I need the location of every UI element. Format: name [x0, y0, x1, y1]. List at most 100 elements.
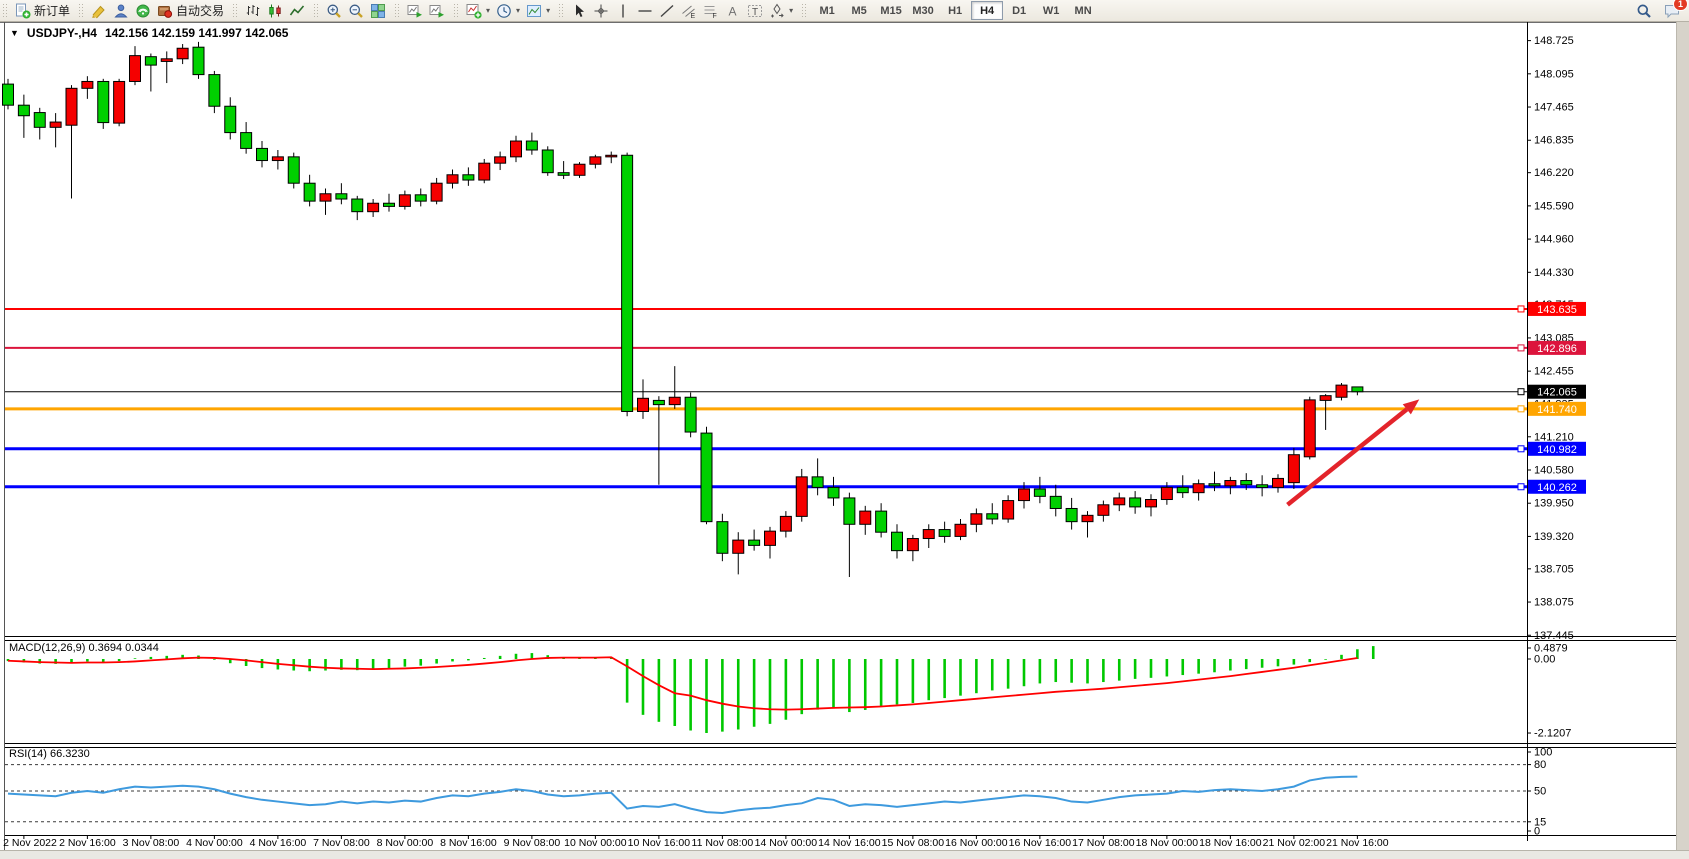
- candle-body: [510, 140, 522, 158]
- new-order-button[interactable]: 新订单: [12, 0, 73, 21]
- cursor-icon: [576, 4, 585, 17]
- shapes-button[interactable]: ▾: [766, 0, 796, 21]
- hline-button[interactable]: [634, 0, 656, 21]
- broadcast-button[interactable]: [132, 0, 154, 21]
- candle-body: [795, 476, 808, 517]
- candle-body: [462, 174, 475, 181]
- trendline-icon: [660, 4, 674, 17]
- chart-title: ▼ USDJPY-,H4 142.156 142.159 141.997 142…: [10, 26, 288, 40]
- candle-body: [1160, 486, 1173, 501]
- candle-body: [335, 193, 348, 200]
- candle-body: [256, 147, 268, 162]
- chat-button[interactable]: 1: [1661, 0, 1688, 21]
- zoom-in-button[interactable]: [323, 0, 345, 21]
- time-tick-label: 15 Nov 08:00: [882, 837, 945, 849]
- tile-windows-button[interactable]: [367, 0, 389, 21]
- timeframe-button-h4[interactable]: H4: [971, 1, 1004, 20]
- candle-body: [383, 202, 395, 207]
- candle-body: [1002, 500, 1015, 520]
- vline-icon: [622, 4, 624, 17]
- price-tick-label: 140.580: [1534, 464, 1574, 476]
- zoom-out-button[interactable]: [345, 0, 367, 21]
- marker-button[interactable]: [88, 0, 110, 21]
- time-tick-label: 4 Nov 00:00: [186, 837, 243, 849]
- candle-body: [17, 104, 30, 117]
- candle-body: [2, 83, 14, 106]
- timeframe-button-m15[interactable]: M15: [880, 4, 902, 17]
- auto-trading-button[interactable]: 自动交易: [154, 0, 227, 21]
- templates-button[interactable]: ▾: [523, 0, 553, 21]
- candle-body: [176, 47, 189, 60]
- candle-body: [1287, 454, 1300, 484]
- chart-play-icon: [407, 4, 423, 18]
- chart-step-button[interactable]: [426, 0, 448, 21]
- fibonacci-icon: F: [704, 5, 717, 19]
- candle-body: [208, 74, 221, 107]
- chart-ohlc-values: 142.156 142.159 141.997 142.065: [104, 26, 289, 40]
- candle-body: [764, 530, 776, 546]
- periods-clock-button[interactable]: ▾: [493, 0, 523, 21]
- price-tick-label: 138.075: [1534, 597, 1574, 609]
- toolbar-grip: [2, 3, 7, 18]
- chevron-down-icon[interactable]: ▼: [10, 28, 19, 38]
- dropdown-arrow-icon[interactable]: ▾: [546, 6, 551, 15]
- bar-chart-button[interactable]: [242, 0, 264, 21]
- timeframe-button-m5[interactable]: M5: [851, 4, 867, 17]
- time-tick-label: 11 Nov 08:00: [692, 837, 754, 849]
- broadcast-icon: [136, 4, 150, 17]
- candle-body: [906, 538, 919, 552]
- candle-body: [986, 513, 999, 520]
- auto-trading-icon: [158, 5, 173, 18]
- timeframe-button-d1[interactable]: D1: [1012, 4, 1027, 17]
- periods-clock-icon: [497, 3, 511, 18]
- crosshair-button[interactable]: [590, 0, 612, 21]
- candle-body: [1081, 514, 1094, 523]
- time-tick-label: 18 Nov 16:00: [1199, 837, 1262, 849]
- chart-background: [0, 22, 1689, 858]
- candle-body: [779, 515, 792, 532]
- time-tick-label: 10 Nov 00:00: [564, 837, 627, 849]
- time-tick-label: 9 Nov 08:00: [504, 837, 561, 849]
- candle-body: [160, 58, 173, 62]
- trendline-button[interactable]: [656, 0, 678, 21]
- text-button[interactable]: A: [722, 0, 744, 21]
- candle-body: [811, 476, 824, 488]
- text-label-button[interactable]: T: [744, 0, 766, 21]
- timeframe-button-m1[interactable]: M1: [819, 4, 835, 17]
- dropdown-arrow-icon[interactable]: ▾: [486, 6, 491, 15]
- equidistant-channel-button[interactable]: E: [678, 0, 700, 21]
- toolbar: 新订单 自动交易 ▾ ▾ ▾ E F A T ▾ M1 M5 M15 M30 H1 H4 D1 W1 MN 1: [0, 0, 1689, 22]
- profile-button[interactable]: [110, 0, 132, 21]
- candle-body: [1018, 488, 1030, 502]
- vline-button[interactable]: [612, 0, 634, 21]
- time-tick-label: 2 Nov 2022: [3, 837, 57, 849]
- price-tick-label: 142.455: [1534, 366, 1574, 378]
- search-button[interactable]: [1633, 0, 1655, 21]
- marker-icon: [92, 5, 105, 18]
- fibonacci-button[interactable]: F: [700, 0, 722, 21]
- time-tick-label: 14 Nov 00:00: [755, 837, 818, 849]
- timeframe-button-m30[interactable]: M30: [912, 4, 934, 17]
- timeframe-button-mn[interactable]: MN: [1074, 4, 1092, 17]
- candle-chart-button[interactable]: [264, 0, 286, 21]
- price-line-label-text: 142.065: [1537, 387, 1577, 399]
- price-tick-label: 139.950: [1534, 498, 1574, 510]
- cursor-button[interactable]: [568, 0, 590, 21]
- candle-body: [271, 156, 284, 162]
- chart-play-button[interactable]: [404, 0, 426, 21]
- line-chart-button[interactable]: [286, 0, 308, 21]
- indicators-button[interactable]: ▾: [463, 0, 493, 21]
- dropdown-arrow-icon[interactable]: ▾: [789, 6, 794, 15]
- candle-body: [525, 140, 538, 151]
- candle-body: [351, 198, 364, 213]
- trend-arrow[interactable]: [1286, 399, 1420, 507]
- price-tick-label: 146.220: [1534, 167, 1574, 179]
- dropdown-arrow-icon[interactable]: ▾: [516, 6, 521, 15]
- candle-body: [891, 531, 903, 552]
- timeframe-button-h1[interactable]: H1: [948, 4, 963, 17]
- candle-body: [827, 486, 840, 499]
- time-tick-label: 8 Nov 00:00: [377, 837, 434, 849]
- price-line-label-text: 142.896: [1537, 343, 1577, 355]
- timeframe-button-w1[interactable]: W1: [1042, 4, 1060, 17]
